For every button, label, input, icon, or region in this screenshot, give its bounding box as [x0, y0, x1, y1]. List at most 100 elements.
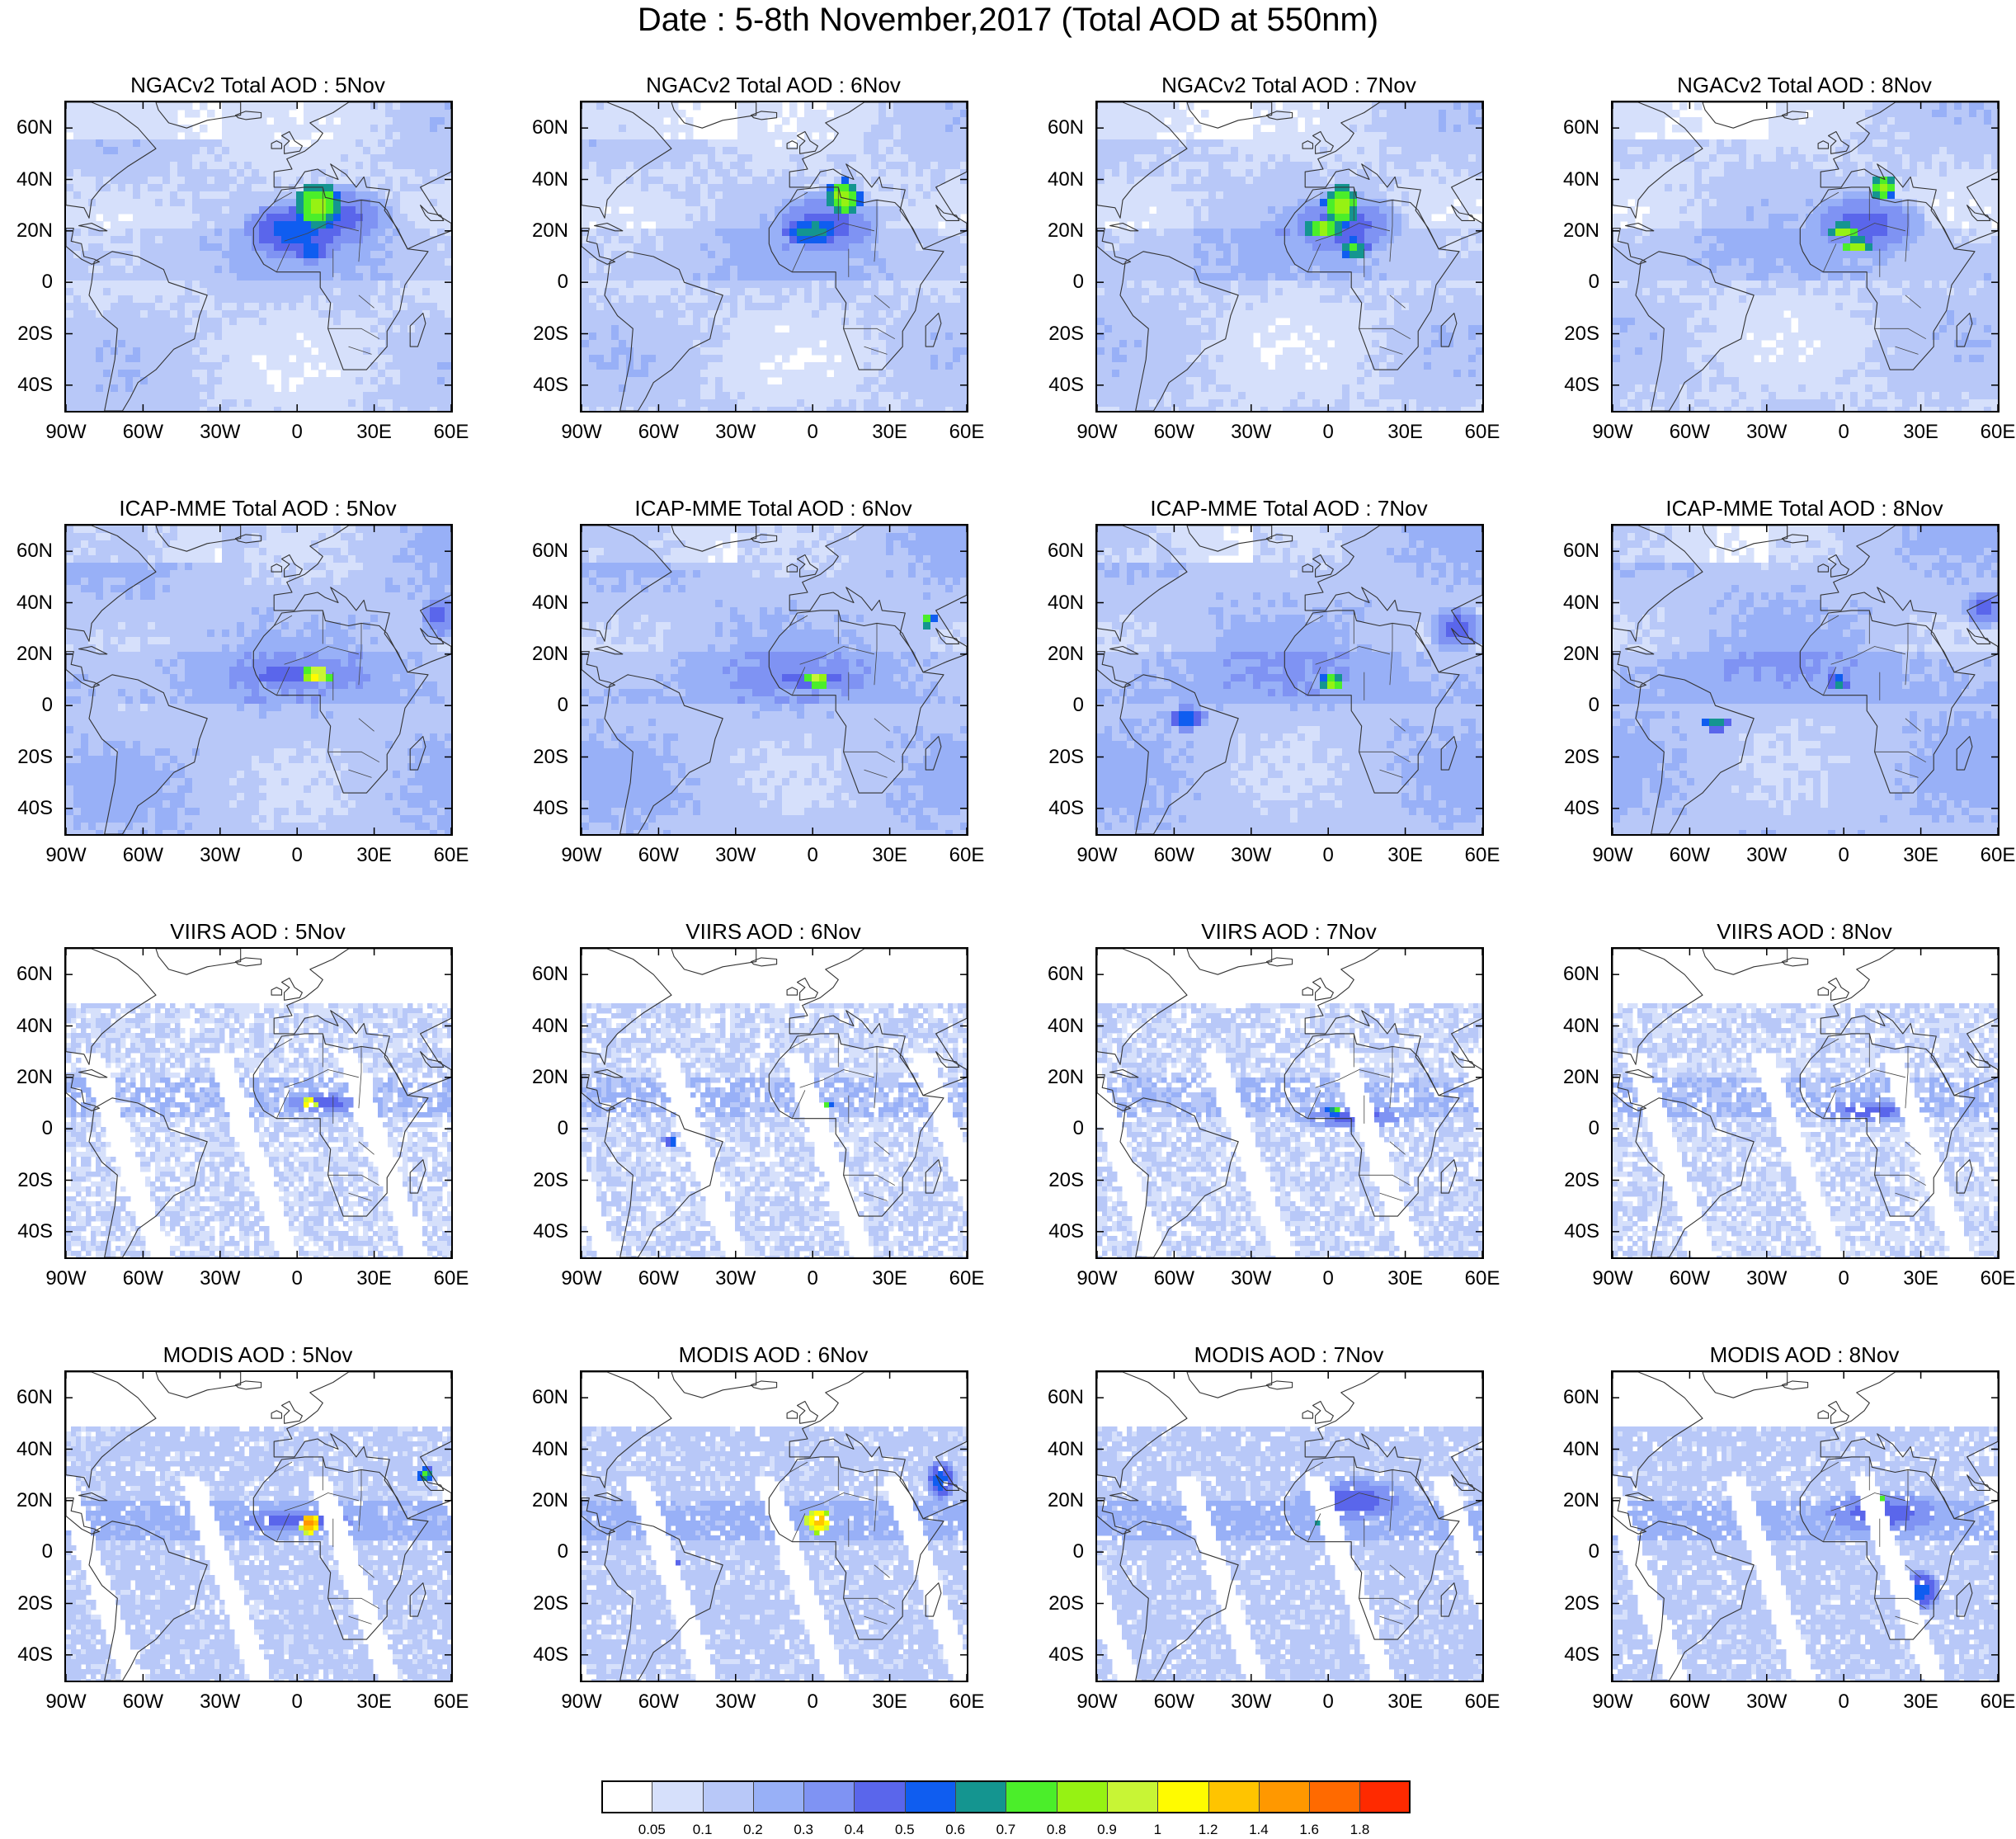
- country-border: [274, 1461, 293, 1473]
- coastline-centralAmerica: [582, 1074, 616, 1111]
- coastline-greenland: [671, 526, 757, 552]
- lon-tick-label: 90W: [1064, 1269, 1130, 1289]
- coastline-ireland: [1817, 140, 1830, 149]
- lat-tick-label: 60N: [516, 541, 568, 561]
- coastline-madagascar: [925, 736, 942, 771]
- coastline-centralAmerica: [1097, 228, 1132, 265]
- colorbar-label: 0.8: [1032, 1822, 1081, 1837]
- aod-field: [582, 102, 967, 411]
- colorbar-swatch: [955, 1780, 1006, 1813]
- lon-tick-label: 30W: [187, 1692, 253, 1712]
- coastline-iceland: [1265, 534, 1293, 544]
- lat-tick-label: 60N: [0, 541, 53, 561]
- coastline-iceland: [1265, 1380, 1293, 1390]
- coastline-southAmerica: [1635, 251, 1755, 411]
- lat-tick-label: 0: [516, 1119, 568, 1139]
- coastline-britain: [1312, 554, 1334, 578]
- coastline-africa: [252, 186, 429, 370]
- coastline-madagascar: [1440, 1159, 1458, 1194]
- coastline-ireland: [271, 1410, 283, 1419]
- coastline-madagascar: [925, 1159, 942, 1194]
- country-border: [276, 243, 290, 272]
- lat-tick-label: 20S: [516, 323, 568, 344]
- map-panel: VIIRS AOD : 7Nov 60N 40N 20N 0 20S 40S 90W 60W 30…: [1031, 919, 1547, 1342]
- country-border: [1895, 769, 1919, 778]
- panel-title: VIIRS AOD : 6Nov: [516, 919, 1031, 944]
- coastline-cuba: [1109, 645, 1139, 655]
- country-border: [1905, 718, 1921, 732]
- map-panel: ICAP-MME Total AOD : 8Nov 60N 40N 20N 0 20S 40…: [1547, 496, 2016, 918]
- coastline-northAmerica: [582, 949, 672, 1065]
- lon-tick-label: 0: [264, 1692, 330, 1712]
- lon-tick-label: 0: [1811, 422, 1877, 442]
- coastline-greenland: [1702, 1372, 1788, 1398]
- coastline-britain: [1827, 977, 1849, 1001]
- lat-tick-label: 20S: [1031, 323, 1084, 344]
- lon-tick-label: 0: [264, 1269, 330, 1289]
- coastline-arabiaGulf: [1967, 1474, 1991, 1491]
- lat-tick-label: 20N: [1031, 220, 1084, 241]
- aod-field: [1097, 526, 1482, 834]
- coastline-cuba: [594, 222, 624, 232]
- lon-tick-label: 30E: [341, 846, 407, 865]
- lon-tick-label: 0: [264, 422, 330, 442]
- coastline-centralAmerica: [1613, 651, 1647, 688]
- coastline-greenland: [1702, 102, 1788, 129]
- colorbar: [601, 1780, 1411, 1815]
- lat-tick-label: 40S: [1547, 375, 1599, 395]
- lon-tick-label: 60E: [418, 1692, 484, 1712]
- lat-tick-label: 20N: [1547, 1067, 1599, 1087]
- lat-tick-label: 0: [0, 696, 53, 715]
- lon-tick-label: 30W: [1218, 1269, 1284, 1289]
- lon-tick-label: 60W: [110, 1692, 176, 1712]
- lat-tick-label: 20N: [1031, 1490, 1084, 1511]
- lat-tick-label: 40S: [1031, 798, 1084, 818]
- colorbar-swatch: [1106, 1780, 1158, 1813]
- country-border: [1822, 1513, 1837, 1542]
- coastline-britain: [796, 554, 818, 578]
- lon-tick-label: 30W: [187, 1269, 253, 1289]
- coastline-cuba: [594, 1492, 624, 1502]
- lat-tick-label: 0: [1031, 1542, 1084, 1562]
- coastline-northAmerica: [66, 526, 157, 642]
- country-border: [1305, 615, 1324, 626]
- aod-field: [1097, 102, 1482, 411]
- country-border: [1895, 1615, 1919, 1624]
- lat-tick-label: 60N: [516, 1388, 568, 1408]
- aod-field: [66, 949, 451, 1257]
- country-border: [1315, 646, 1390, 665]
- country-border: [274, 1038, 293, 1049]
- colorbar-label: 1.4: [1234, 1822, 1284, 1837]
- country-border: [1389, 295, 1406, 309]
- coastline-northAmerica: [1097, 1372, 1188, 1488]
- country-border: [1389, 1046, 1393, 1109]
- coastline-eurasia: [1820, 102, 1998, 250]
- coastline-southAmerica: [1635, 1097, 1755, 1257]
- coastline-greenland: [671, 949, 757, 975]
- map-panel: ICAP-MME Total AOD : 5Nov 60N 40N 20N 0 20S 40…: [0, 496, 516, 918]
- lon-tick-label: 60W: [1656, 846, 1722, 865]
- country-border: [358, 200, 362, 262]
- lon-tick-label: 30E: [857, 1692, 923, 1712]
- country-border: [864, 1192, 888, 1201]
- coastline-southAmerica: [1119, 674, 1239, 834]
- coastline-iceland: [1781, 111, 1809, 120]
- coastline-africa: [1799, 1033, 1976, 1217]
- country-border: [1389, 1141, 1406, 1155]
- country-border: [1389, 1469, 1393, 1532]
- panel-title: MODIS AOD : 6Nov: [516, 1342, 1031, 1367]
- coastline-arabiaGulf: [1451, 1474, 1476, 1491]
- coastline-africa: [768, 186, 944, 370]
- lon-tick-label: 60W: [625, 1269, 691, 1289]
- lon-tick-label: 90W: [549, 846, 615, 865]
- coastline-arabiaGulf: [1967, 205, 1991, 221]
- country-border: [358, 1564, 374, 1578]
- coastline-cuba: [1625, 1492, 1655, 1502]
- lat-tick-label: 20S: [1031, 1593, 1084, 1614]
- colorbar-swatch: [1208, 1780, 1259, 1813]
- map-panel: ICAP-MME Total AOD : 6Nov 60N 40N 20N 0 20S 40…: [516, 496, 1031, 918]
- aod-field: [1613, 526, 1998, 834]
- coastline-northAmerica: [1097, 949, 1188, 1065]
- lat-tick-label: 40N: [1547, 1016, 1599, 1036]
- coastline-arabiaGulf: [1967, 1051, 1991, 1068]
